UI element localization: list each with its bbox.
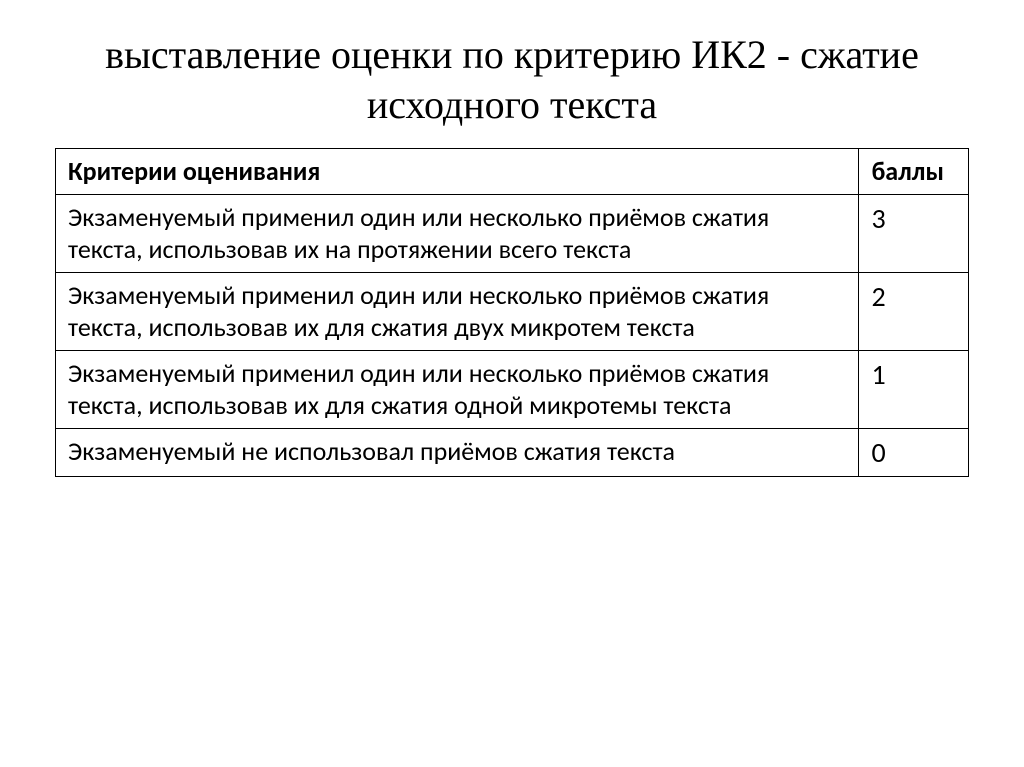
table-row: Экзаменуемый применил один или несколько… xyxy=(56,272,969,350)
header-criteria: Критерии оценивания xyxy=(56,149,859,195)
table-row: Экзаменуемый применил один или несколько… xyxy=(56,194,969,272)
rubric-table: Критерии оценивания баллы Экзаменуемый п… xyxy=(55,148,969,477)
slide: выставление оценки по критерию ИК2 - сжа… xyxy=(0,0,1024,767)
slide-title: выставление оценки по критерию ИК2 - сжа… xyxy=(55,30,969,130)
points-cell: 0 xyxy=(859,428,969,476)
criteria-cell: Экзаменуемый применил один или несколько… xyxy=(56,272,859,350)
table-row: Экзаменуемый не использовал приёмов сжат… xyxy=(56,428,969,476)
points-cell: 1 xyxy=(859,350,969,428)
table-row: Экзаменуемый применил один или несколько… xyxy=(56,350,969,428)
points-cell: 3 xyxy=(859,194,969,272)
table-header-row: Критерии оценивания баллы xyxy=(56,149,969,195)
points-cell: 2 xyxy=(859,272,969,350)
criteria-cell: Экзаменуемый применил один или несколько… xyxy=(56,194,859,272)
criteria-cell: Экзаменуемый не использовал приёмов сжат… xyxy=(56,428,859,476)
criteria-cell: Экзаменуемый применил один или несколько… xyxy=(56,350,859,428)
header-points: баллы xyxy=(859,149,969,195)
